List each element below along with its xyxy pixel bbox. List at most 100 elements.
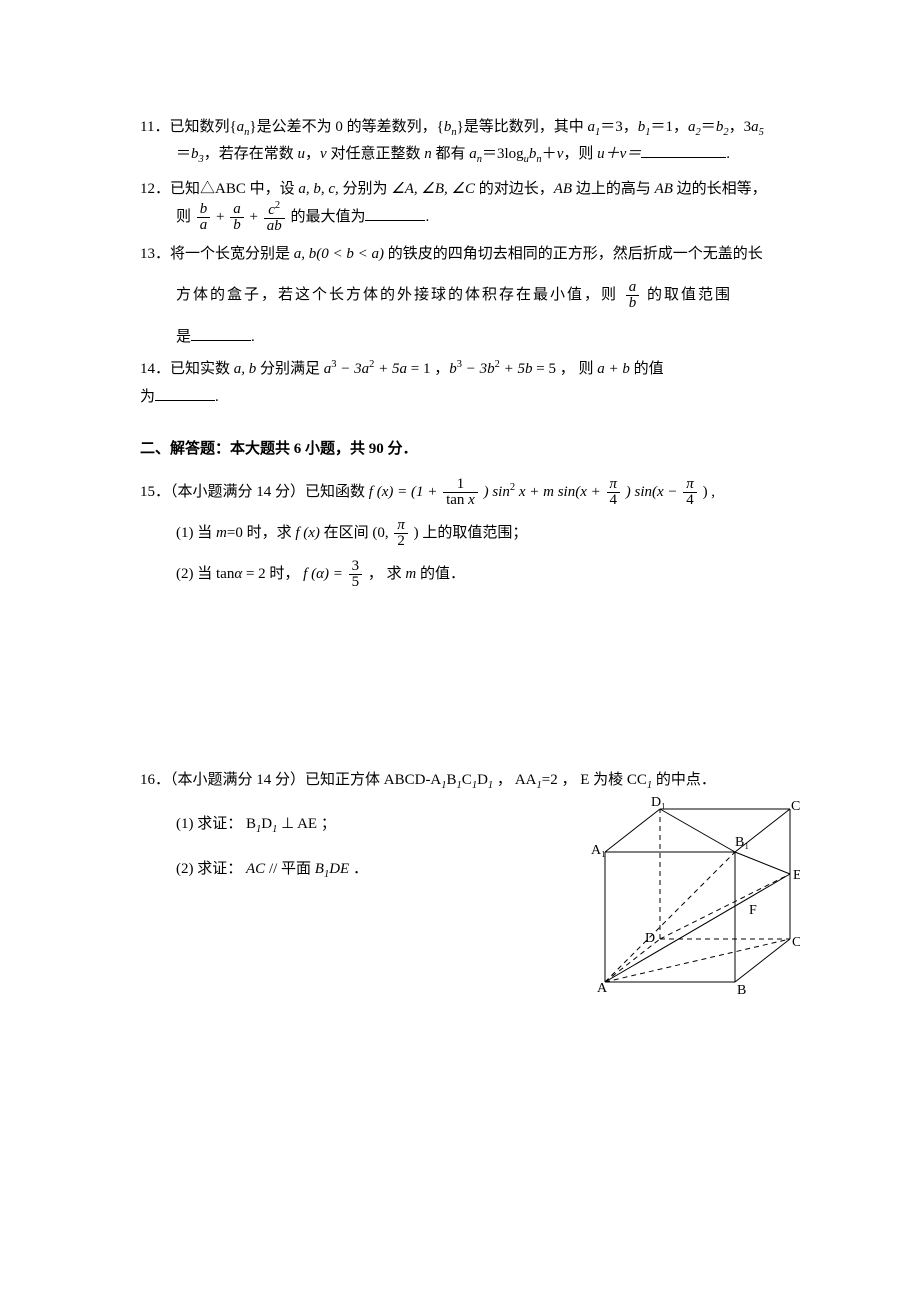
- text: 的最大值为: [290, 209, 365, 225]
- text: 方体的盒子，若这个长方体的外接球的体积存在最小值，则: [176, 287, 618, 303]
- var: m: [405, 566, 416, 582]
- part-num: (2): [176, 861, 194, 877]
- var: a, b: [294, 246, 317, 262]
- fraction: c2ab: [264, 201, 285, 234]
- var: b: [191, 146, 199, 162]
- cube-diagram: A B C D A₁ B₁ C₁ D₁ E F: [585, 794, 800, 994]
- fraction: π4: [607, 477, 621, 508]
- label-E: E: [793, 868, 800, 883]
- text: 是: [176, 329, 191, 345]
- label-D1: D₁: [651, 795, 666, 810]
- numerator: π: [394, 518, 408, 534]
- var: AB: [655, 181, 677, 197]
- var: b: [449, 361, 457, 377]
- text: + 5: [500, 361, 525, 377]
- numerator: π: [683, 477, 697, 493]
- f-alpha: f (α) =: [303, 566, 346, 582]
- text: = 5 ， 则: [533, 361, 598, 377]
- numerator: c2: [264, 201, 285, 219]
- question-13: 13．将一个长宽分别是 a, b(0 < b < a) 的铁皮的四角切去相同的正…: [140, 242, 800, 349]
- q15-part2: (2) 当 tanα = 2 时， f (α) = 35 ， 求 m 的值．: [140, 559, 800, 590]
- fraction: 1tan tan xx: [443, 477, 478, 508]
- text: ) 上的取值范围；: [414, 525, 528, 541]
- var: n: [424, 146, 432, 162]
- question-15: 15．（本小题满分 14 分）已知函数 f (x) = (1 + 1tan ta…: [140, 477, 800, 590]
- denominator: ab: [264, 219, 285, 234]
- text: }是公差不为 0 的等差数列，{: [249, 119, 443, 135]
- fraction: ab: [230, 202, 244, 233]
- var: a: [469, 146, 477, 162]
- text: ＝: [701, 119, 716, 135]
- denominator: 5: [349, 575, 363, 590]
- text: 的对边长，: [479, 181, 554, 197]
- text: 的铁皮的四角切去相同的正方形，然后折成一个无盖的长: [388, 246, 763, 262]
- numerator: π: [607, 477, 621, 493]
- AC: AC: [246, 861, 265, 877]
- text: = 2 时，: [242, 566, 303, 582]
- D: D: [477, 772, 488, 788]
- answer-blank: [155, 385, 215, 401]
- part-num: (1): [176, 816, 194, 832]
- text: 边上的高与: [576, 181, 655, 197]
- denominator: b: [626, 296, 640, 311]
- paren: (0 < b < a): [316, 246, 387, 262]
- q12-line2: 则 ba + ab + c2ab 的最大值为.: [140, 201, 800, 234]
- text: ，3: [729, 119, 752, 135]
- C: C: [462, 772, 472, 788]
- label-C1: C₁: [791, 799, 800, 814]
- fraction: 35: [349, 559, 363, 590]
- q12-number: 12．: [140, 181, 170, 197]
- label-A1: A₁: [591, 843, 606, 858]
- fraction: π2: [394, 518, 408, 549]
- part-num: (1): [176, 525, 194, 541]
- var: a: [751, 119, 759, 135]
- q15-part1: (1) 当 m=0 时，求 f (x) 在区间 (0, π2 ) 上的取值范围；: [140, 518, 800, 549]
- text: ＝3log: [482, 146, 524, 162]
- text: 的中点．: [652, 772, 716, 788]
- var: a: [400, 361, 408, 377]
- var: a: [588, 119, 596, 135]
- var: a + b: [597, 361, 633, 377]
- text: ，: [305, 146, 320, 162]
- text: =0 时，求: [227, 525, 295, 541]
- numerator: 3: [349, 559, 363, 575]
- text: .: [726, 146, 730, 162]
- text: （本小题满分 14 分）已知函数: [170, 484, 369, 500]
- fraction: π4: [683, 477, 697, 508]
- numerator: a: [230, 202, 244, 218]
- q11-number: 11．: [140, 119, 169, 135]
- text: 分别满足: [260, 361, 324, 377]
- text: ＝1，: [651, 119, 689, 135]
- text: = 1 ，: [407, 361, 449, 377]
- denominator: b: [230, 218, 244, 233]
- numerator: a: [626, 280, 640, 296]
- q14-number: 14．: [140, 361, 170, 377]
- text: .: [251, 329, 255, 345]
- plus: +: [249, 209, 261, 225]
- question-12: 12．已知△ABC 中，设 a, b, c, 分别为 ∠A, ∠B, ∠C 的对…: [140, 177, 800, 234]
- c: c: [268, 202, 275, 218]
- text: 则: [176, 209, 195, 225]
- B: B: [447, 772, 457, 788]
- label-F: F: [749, 903, 757, 918]
- denominator: 2: [394, 534, 408, 549]
- var: a, b, c,: [298, 181, 338, 197]
- text: .: [425, 209, 429, 225]
- text: ．: [349, 861, 368, 877]
- numerator: b: [197, 202, 211, 218]
- section-header: 二、解答题：本大题共 6 小题，共 90 分．: [140, 437, 800, 461]
- text: }是等比数列，其中: [457, 119, 588, 135]
- answer-blank: [365, 205, 425, 221]
- text: ) sin: [484, 484, 510, 500]
- var: m: [216, 525, 227, 541]
- var: v: [320, 146, 327, 162]
- text: ，若存在常数: [204, 146, 298, 162]
- plus: +: [216, 209, 228, 225]
- text: 边的长相等，: [677, 181, 767, 197]
- text: 求证： B: [194, 816, 257, 832]
- label-C: C: [792, 935, 800, 950]
- question-14: 14．已知实数 a, b 分别满足 a3 − 3a2 + 5a = 1 ，b3 …: [140, 357, 800, 409]
- var: ∠A, ∠B, ∠C: [391, 181, 478, 197]
- text: ⊥ AE ；: [277, 816, 335, 832]
- denominator: 4: [683, 493, 697, 508]
